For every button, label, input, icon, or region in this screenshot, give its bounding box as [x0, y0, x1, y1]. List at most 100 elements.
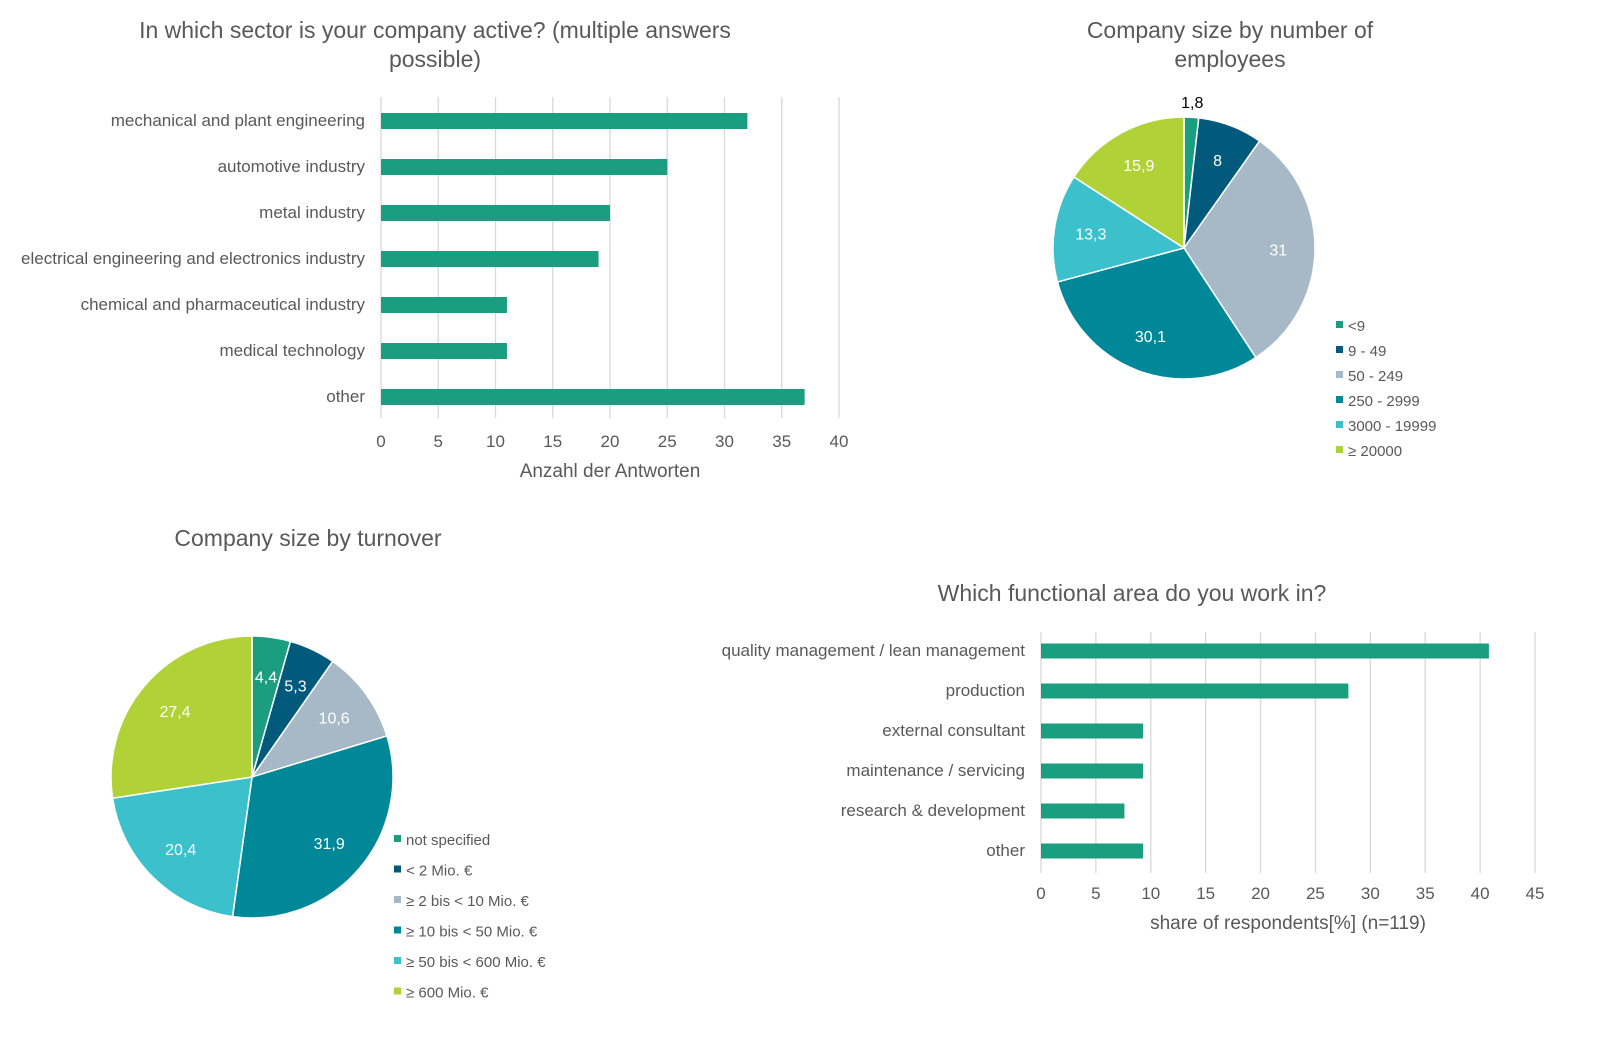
- category-label: chemical and pharmaceutical industry: [81, 295, 366, 314]
- legend-label: ≥ 10 bis < 50 Mio. €: [406, 924, 538, 941]
- legend-swatch: [394, 896, 401, 903]
- x-tick-label: 5: [434, 432, 443, 451]
- legend-label: < 2 Mio. €: [406, 863, 473, 880]
- x-tick-label: 20: [601, 432, 620, 451]
- x-tick-label: 25: [1306, 884, 1325, 903]
- x-tick-label: 15: [543, 432, 562, 451]
- category-label: external consultant: [882, 721, 1025, 740]
- data-label: 30,1: [1135, 329, 1166, 346]
- sector-bar-chart: In which sector is your company active? …: [21, 17, 848, 482]
- legend-swatch: [1336, 396, 1343, 403]
- bar: [1041, 643, 1489, 659]
- category-label: other: [326, 387, 365, 406]
- category-label: production: [946, 681, 1025, 700]
- legend-label: 50 - 249: [1348, 368, 1403, 385]
- legend-label: ≥ 50 bis < 600 Mio. €: [406, 954, 546, 971]
- legend-swatch: [1336, 321, 1343, 328]
- x-tick-label: 0: [376, 432, 385, 451]
- chart-title: Company size by number of: [1087, 17, 1374, 43]
- bar: [1041, 683, 1349, 699]
- pie-slice: [231, 735, 394, 919]
- chart-title: possible): [389, 46, 481, 72]
- chart-title: Company size by turnover: [174, 525, 442, 551]
- x-tick-label: 40: [830, 432, 849, 451]
- data-label: 13,3: [1075, 226, 1106, 243]
- bar: [381, 205, 610, 221]
- bar: [381, 251, 599, 267]
- category-label: medical technology: [219, 341, 365, 360]
- x-tick-label: 5: [1091, 884, 1100, 903]
- pie-slice: [1056, 247, 1257, 380]
- chart-title: In which sector is your company active? …: [139, 17, 731, 43]
- x-tick-label: 15: [1196, 884, 1215, 903]
- pie-slice: [1072, 116, 1185, 250]
- x-axis-label: Anzahl der Antworten: [520, 461, 701, 482]
- bar: [381, 113, 748, 129]
- legend-label: 250 - 2999: [1348, 393, 1420, 410]
- pie-slice: [1183, 139, 1316, 359]
- category-label: research & development: [841, 801, 1026, 820]
- legend-swatch: [1336, 421, 1343, 428]
- category-label: other: [986, 841, 1025, 860]
- data-label: 31: [1269, 243, 1287, 260]
- x-tick-label: 0: [1036, 884, 1045, 903]
- legend-swatch: [1336, 346, 1343, 353]
- data-label: 10,6: [319, 710, 350, 727]
- turnover-pie-chart: Company size by turnover 4,4 5,3 10,6 31,9 20…: [110, 525, 546, 1002]
- functional-area-bar-chart: Which functional area do you work in? 0 5 1…: [722, 580, 1545, 934]
- employees-pie-chart: Company size by number of employees 1,8 8 31…: [1052, 17, 1436, 460]
- bar: [1041, 723, 1144, 739]
- x-tick-label: 35: [772, 432, 791, 451]
- bar: [381, 159, 668, 175]
- pie-slice: [1052, 175, 1186, 283]
- data-label: 31,9: [314, 836, 345, 853]
- pie-slice: [250, 660, 388, 779]
- legend-label: ≥ 2 bis < 10 Mio. €: [406, 893, 530, 910]
- data-label: 5,3: [284, 678, 306, 695]
- data-label: 8: [1213, 153, 1222, 170]
- legend-label: <9: [1348, 318, 1365, 335]
- x-tick-label: 40: [1471, 884, 1490, 903]
- bar: [381, 389, 805, 405]
- category-label: maintenance / servicing: [846, 761, 1025, 780]
- category-label: automotive industry: [218, 157, 366, 176]
- pie-slice: [110, 635, 253, 800]
- legend-swatch: [394, 957, 401, 964]
- x-tick-label: 25: [658, 432, 677, 451]
- x-tick-label: 45: [1526, 884, 1545, 903]
- x-tick-label: 30: [715, 432, 734, 451]
- x-tick-label: 30: [1361, 884, 1380, 903]
- x-tick-label: 35: [1416, 884, 1435, 903]
- legend-label: ≥ 20000: [1348, 443, 1402, 460]
- data-label: 15,9: [1123, 158, 1154, 175]
- bar: [1041, 803, 1125, 819]
- legend-swatch: [394, 926, 401, 934]
- category-label: quality management / lean management: [722, 641, 1026, 660]
- legend-label: 9 - 49: [1348, 343, 1386, 360]
- category-label: metal industry: [259, 203, 365, 222]
- pie-slice: [111, 776, 253, 918]
- legend-swatch: [394, 865, 401, 873]
- data-label: 1,8: [1181, 95, 1203, 112]
- x-tick-label: 10: [1141, 884, 1160, 903]
- chart-title: employees: [1174, 46, 1285, 72]
- data-label: 27,4: [159, 704, 190, 721]
- bar: [1041, 763, 1144, 779]
- x-axis-label: share of respondents[%] (n=119): [1150, 913, 1426, 934]
- legend-label: ≥ 600 Mio. €: [406, 985, 489, 1002]
- category-label: electrical engineering and electronics i…: [21, 249, 365, 268]
- legend-swatch: [1336, 371, 1343, 378]
- legend-swatch: [394, 835, 401, 842]
- data-label: 20,4: [165, 842, 196, 859]
- x-tick-label: 10: [486, 432, 505, 451]
- legend-swatch: [1336, 446, 1343, 453]
- bar: [381, 343, 507, 359]
- x-tick-label: 20: [1251, 884, 1270, 903]
- legend-swatch: [394, 987, 401, 995]
- legend-label: 3000 - 19999: [1348, 418, 1436, 435]
- category-label: mechanical and plant engineering: [111, 111, 365, 130]
- bar: [381, 297, 507, 313]
- data-label: 4,4: [255, 669, 277, 686]
- chart-title: Which functional area do you work in?: [938, 580, 1327, 606]
